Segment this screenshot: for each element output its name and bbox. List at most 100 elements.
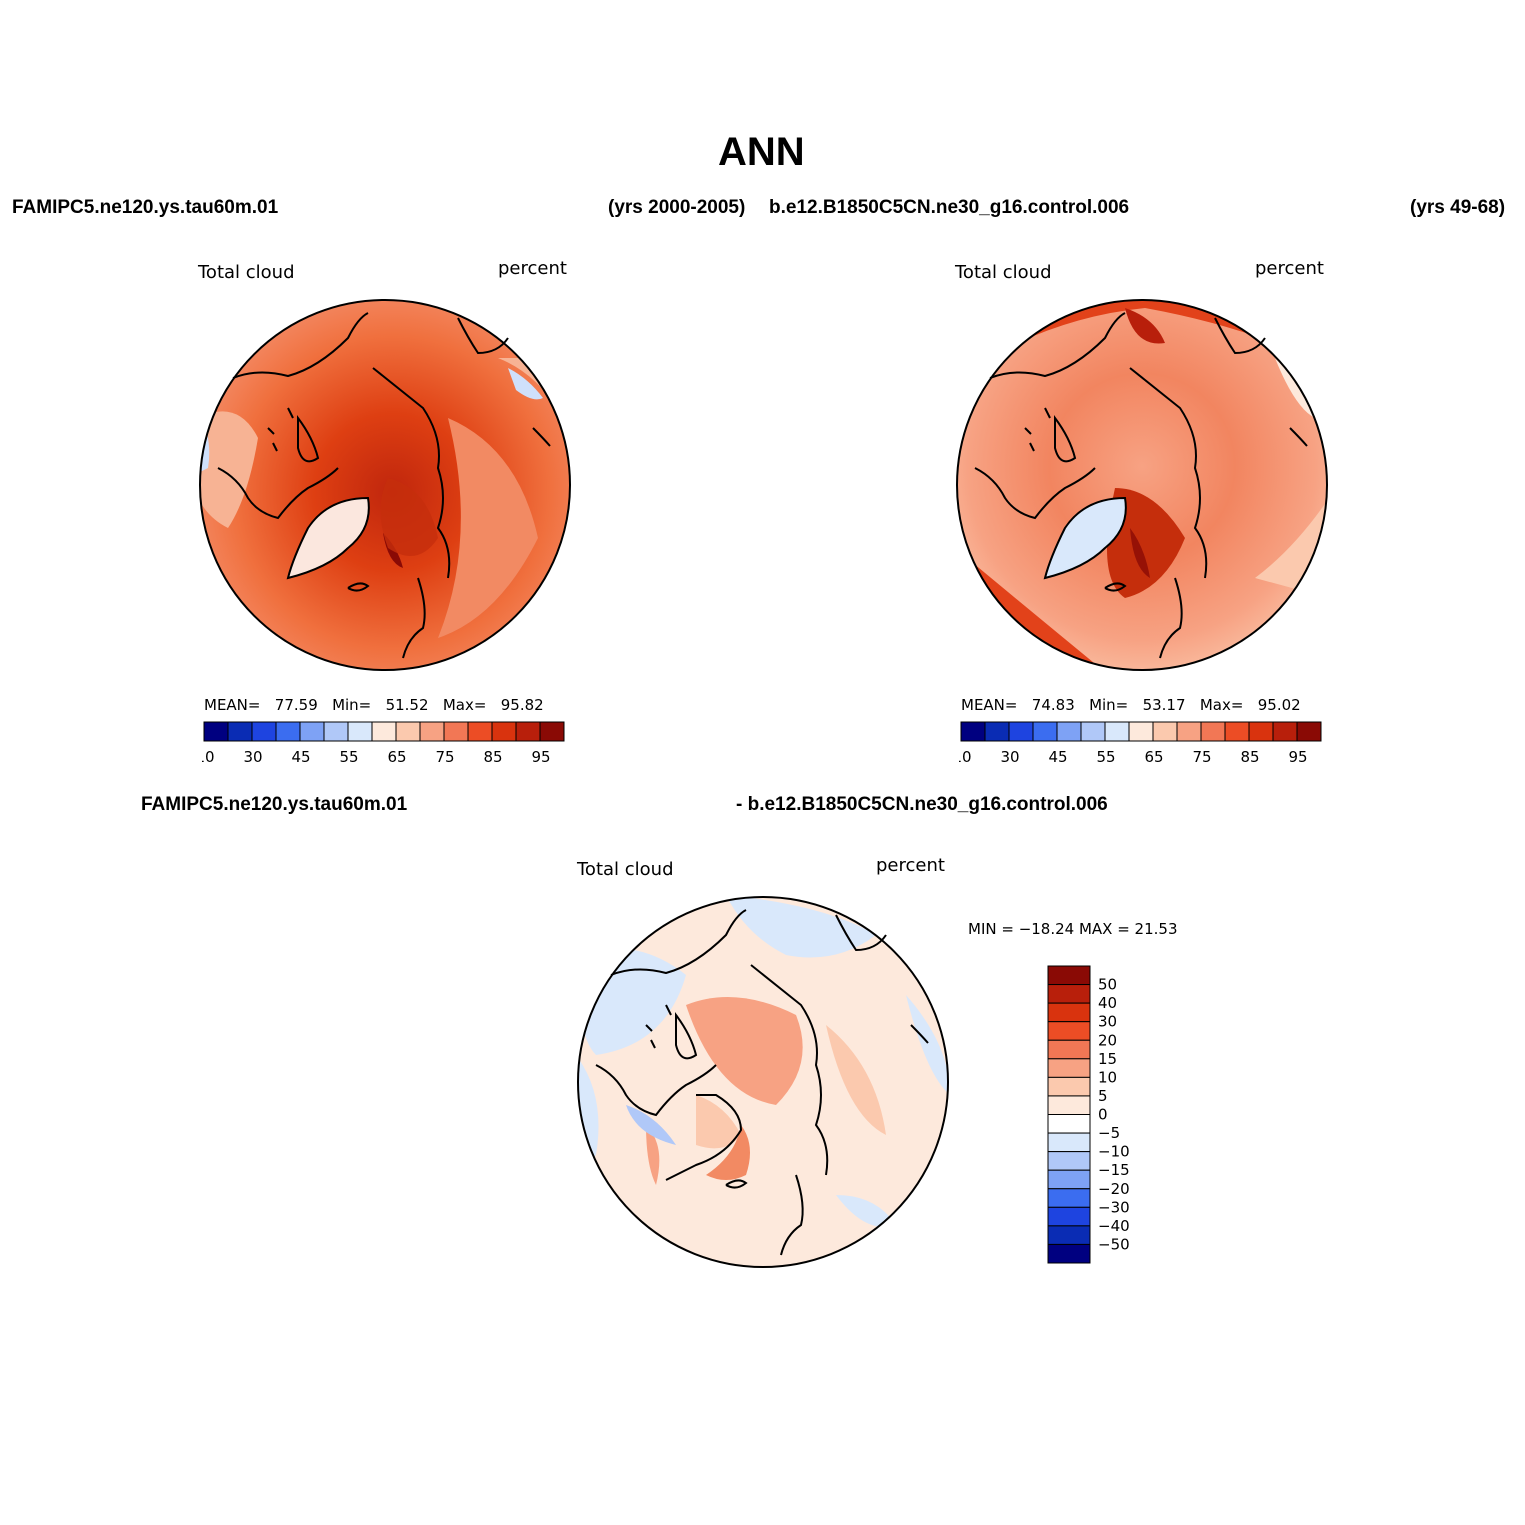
colorbar-tick-label: 95 xyxy=(531,748,550,766)
colorbar-tick-label: −10 xyxy=(1098,1143,1130,1161)
colorbar-swatch xyxy=(1296,721,1322,742)
colorbar-tick-label: −30 xyxy=(1098,1198,1130,1216)
colorbar-swatch xyxy=(395,721,421,742)
diff-case-b: - b.e12.B1850C5CN.ne30_g16.control.006 xyxy=(736,794,1108,815)
case-left-years: (yrs 2000-2005) xyxy=(608,197,746,218)
colorbar-tick-label: 75 xyxy=(1192,748,1211,766)
case-right-name: b.e12.B1850C5CN.ne30_g16.control.006 xyxy=(769,197,1130,218)
colorbar-swatch xyxy=(1176,721,1202,742)
colorbar-swatch xyxy=(347,721,373,742)
colorbar-tick-label: 30 xyxy=(1000,748,1019,766)
colorbar-swatch xyxy=(1248,721,1274,742)
colorbar-tick-label: 95 xyxy=(1288,748,1307,766)
colorbar-swatch xyxy=(984,721,1010,742)
colorbar-tick-label: 65 xyxy=(387,748,406,766)
colorbar-swatch xyxy=(1047,984,1091,1004)
page-title: ANN xyxy=(718,130,805,174)
panel2-variable: Total cloud xyxy=(955,262,1052,283)
colorbar-swatch xyxy=(1224,721,1250,742)
colorbar-swatch xyxy=(539,721,565,742)
panel1-units: percent xyxy=(498,258,567,279)
colorbar-tick-label: 15 xyxy=(1098,1050,1117,1068)
colorbar-tick-label: 85 xyxy=(1240,748,1259,766)
panel3-variable: Total cloud xyxy=(577,859,674,880)
panel1-max: 95.82 xyxy=(500,696,544,714)
case-right-years: (yrs 49-68) xyxy=(1410,197,1506,218)
colorbar-tick-label: 50 xyxy=(1098,976,1117,994)
case-left-name: FAMIPC5.ne120.ys.tau60m.01 xyxy=(12,197,279,218)
panel1-variable: Total cloud xyxy=(198,262,295,283)
colorbar-tick-label: 5 xyxy=(1098,1087,1108,1105)
colorbar-swatch xyxy=(467,721,493,742)
colorbar-swatch xyxy=(491,721,517,742)
panel2-polar-map xyxy=(956,299,1328,671)
colorbar-tick-label: 65 xyxy=(1144,748,1163,766)
colorbar-swatch xyxy=(1272,721,1298,742)
panel1-max-label: Max= xyxy=(442,696,487,714)
panel2-min-label: Min= xyxy=(1089,696,1129,714)
panel3-minmax: MIN = −18.24 MAX = 21.53 xyxy=(968,920,1178,938)
colorbar-swatch xyxy=(203,721,229,742)
colorbar-swatch xyxy=(227,721,253,742)
colorbar-tick-label: 0 xyxy=(1098,1106,1108,1124)
colorbar-swatch xyxy=(1032,721,1058,742)
diff-case-a: FAMIPC5.ne120.ys.tau60m.01 xyxy=(141,794,408,815)
colorbar-swatch xyxy=(1128,721,1154,742)
panel2-colorbar: 10 30 45 55 65 75 85 95 xyxy=(959,721,1322,766)
colorbar-swatch xyxy=(1047,1169,1091,1190)
panel1-mean-label: MEAN= xyxy=(204,696,261,714)
colorbar-swatch xyxy=(275,721,301,742)
colorbar-tick-label: 10 xyxy=(959,748,972,766)
panel1-min-label: Min= xyxy=(332,696,372,714)
panel1-colorbar: 10 30 45 55 65 75 85 95 xyxy=(202,721,565,766)
colorbar-tick-label: −50 xyxy=(1098,1235,1130,1253)
colorbar-swatch xyxy=(1200,721,1226,742)
colorbar-tick-label: 40 xyxy=(1098,994,1117,1012)
panel1-polar-map xyxy=(199,299,571,671)
colorbar-tick-label: 45 xyxy=(291,748,310,766)
panel1-min: 51.52 xyxy=(385,696,429,714)
colorbar-tick-label: −20 xyxy=(1098,1180,1130,1198)
colorbar-tick-label: 55 xyxy=(339,748,358,766)
colorbar-swatch xyxy=(299,721,325,742)
panel2-max: 95.02 xyxy=(1257,696,1301,714)
colorbar-swatch xyxy=(1047,1021,1091,1041)
colorbar-swatch xyxy=(1047,1058,1091,1078)
colorbar-swatch xyxy=(1047,1039,1091,1060)
colorbar-swatch xyxy=(960,721,986,742)
colorbar-tick-label: 75 xyxy=(435,748,454,766)
colorbar-swatch xyxy=(1047,1243,1091,1264)
colorbar-swatch xyxy=(1047,965,1091,986)
colorbar-swatch xyxy=(323,721,349,742)
colorbar-swatch xyxy=(515,721,541,742)
colorbar-tick-label: 45 xyxy=(1048,748,1067,766)
colorbar-tick-label: −15 xyxy=(1098,1161,1130,1179)
colorbar-swatch xyxy=(1047,1114,1091,1134)
colorbar-tick-label: −5 xyxy=(1098,1124,1120,1142)
colorbar-swatch xyxy=(1047,1002,1091,1023)
colorbar-tick-label: −40 xyxy=(1098,1217,1130,1235)
colorbar-swatch xyxy=(419,721,445,742)
panel1-mean: 77.59 xyxy=(274,696,318,714)
colorbar-swatch xyxy=(1008,721,1034,742)
colorbar-tick-label: 55 xyxy=(1096,748,1115,766)
colorbar-swatch xyxy=(1047,1225,1091,1245)
colorbar-tick-label: 20 xyxy=(1098,1031,1117,1049)
panel2-stats: MEAN= 74.83 Min= 53.17 Max= 95.02 xyxy=(961,696,1301,714)
colorbar-swatch xyxy=(251,721,277,742)
panel3-units: percent xyxy=(876,855,945,876)
colorbar-swatch xyxy=(443,721,469,742)
panel2-mean-label: MEAN= xyxy=(961,696,1018,714)
colorbar-swatch xyxy=(1080,721,1106,742)
colorbar-swatch xyxy=(1104,721,1130,742)
colorbar-swatch xyxy=(1047,1206,1091,1227)
panel3-diff-polar-map xyxy=(577,896,949,1268)
panel2-units: percent xyxy=(1255,258,1324,279)
panel2-mean: 74.83 xyxy=(1031,696,1075,714)
colorbar-tick-label: 10 xyxy=(1098,1068,1117,1086)
colorbar-swatch xyxy=(1047,1188,1091,1208)
colorbar-swatch xyxy=(371,721,397,742)
colorbar-swatch xyxy=(1047,1095,1091,1115)
colorbar-swatch xyxy=(1056,721,1082,742)
